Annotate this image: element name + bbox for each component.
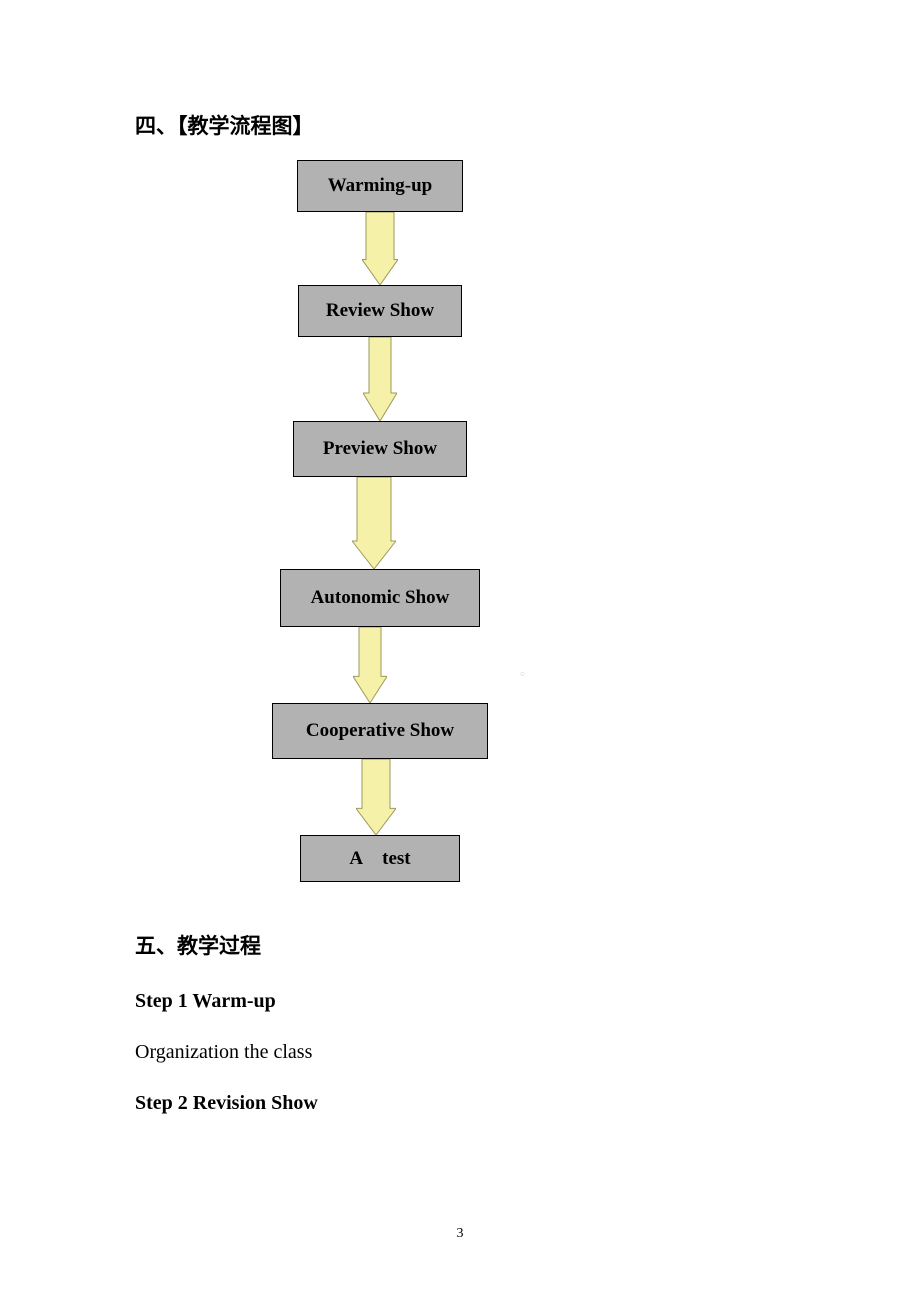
step-1-body: Organization the class	[135, 1041, 785, 1064]
flow-arrow-1	[230, 212, 530, 285]
flow-node-review-show: Review Show	[298, 285, 462, 337]
flow-node-autonomic-show: Autonomic Show	[280, 569, 480, 627]
section-4-heading: 四、【教学流程图】	[135, 110, 785, 140]
flow-arrow-5	[230, 759, 530, 835]
flow-node-warming-up: Warming-up	[297, 160, 463, 212]
page-number: 3	[0, 1226, 920, 1242]
flow-node-cooperative-show: Cooperative Show	[272, 703, 488, 759]
flow-arrow-3	[230, 477, 530, 569]
section-5-heading: 五、教学过程	[135, 930, 785, 960]
flow-arrow-4	[230, 627, 530, 703]
flowchart-container: Warming-up Review Show Preview Show Auto…	[230, 160, 530, 882]
flow-arrow-2	[230, 337, 530, 421]
step-1-heading: Step 1 Warm-up	[135, 990, 785, 1013]
flow-node-a-test: A test	[300, 835, 460, 882]
step-2-heading: Step 2 Revision Show	[135, 1092, 785, 1115]
flow-node-preview-show: Preview Show	[293, 421, 467, 477]
watermark-dot: 。	[520, 660, 533, 679]
